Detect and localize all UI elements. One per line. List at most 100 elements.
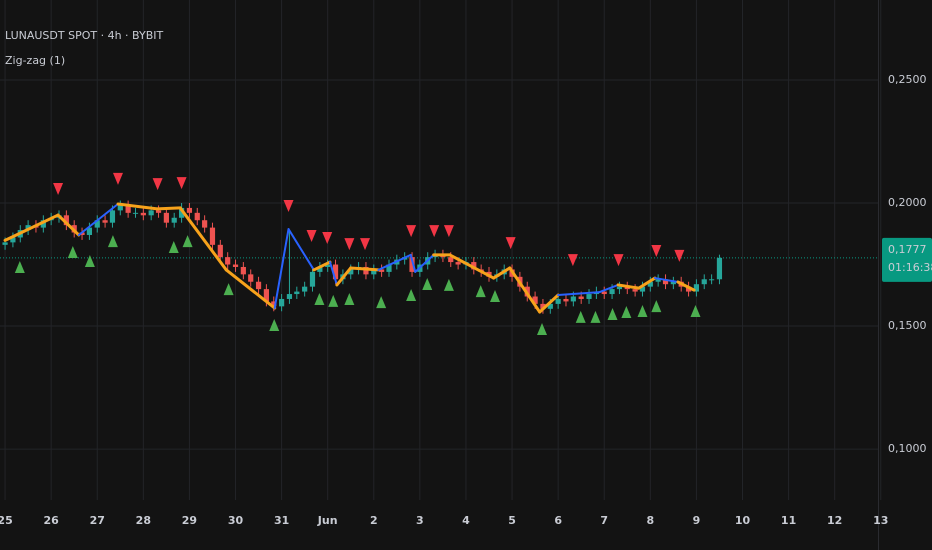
pivot-low-marker [344, 292, 355, 305]
candle-body [662, 279, 669, 285]
pivot-high-marker [505, 237, 516, 250]
candle-body [140, 212, 146, 216]
candle-body [709, 279, 715, 281]
candle-body [532, 296, 538, 304]
x-tick-label: 26 [44, 514, 60, 527]
candle-body [609, 289, 615, 295]
candle-body [647, 281, 653, 287]
pivot-high-marker [283, 199, 294, 212]
candle-body [155, 210, 162, 213]
pivot-high-marker [176, 177, 187, 190]
x-tick-label: 9 [693, 514, 701, 527]
pivot-low-marker [443, 278, 454, 291]
pivot-high-marker [112, 172, 123, 185]
y-tick-label: 0,1500 [888, 319, 927, 332]
pivot-low-marker [376, 296, 387, 309]
zigzag-segment [328, 261, 338, 286]
candle-body [186, 207, 193, 213]
pivot-low-marker [489, 289, 500, 302]
pivot-low-marker [67, 245, 78, 258]
candle-body [225, 257, 231, 265]
pivot-low-marker [590, 310, 601, 323]
pivot-high-marker [674, 249, 685, 262]
x-tick-label: 29 [182, 514, 197, 527]
zigzag-segment [538, 293, 560, 314]
zigzag-segment [178, 206, 228, 272]
candle-body [86, 227, 93, 235]
pivot-low-marker [621, 305, 632, 318]
x-tick-label: 30 [228, 514, 244, 527]
candle-body [448, 257, 454, 263]
zigzag-segment [508, 266, 542, 314]
candle-body [294, 291, 300, 295]
candle-body [148, 210, 154, 216]
last-price-box [882, 237, 932, 282]
x-tick-label: 13 [873, 514, 888, 527]
zigzag-segment [335, 266, 353, 287]
pivot-high-marker [429, 225, 440, 238]
pivot-low-marker [328, 294, 339, 307]
candle-body [263, 289, 269, 302]
candle-body [601, 291, 607, 295]
candle-body [171, 217, 177, 223]
x-tick-label: Jun [317, 514, 338, 527]
zigzag-segment [77, 202, 119, 236]
candle-body [117, 205, 123, 211]
last-price-label: 0,1777 [888, 243, 927, 256]
candle-body [701, 279, 707, 285]
zigzag-segment [349, 266, 380, 272]
pivot-low-marker [690, 305, 701, 318]
zigzag-segment [414, 253, 435, 273]
pivot-high-marker [53, 182, 64, 195]
x-tick-label: 27 [90, 514, 105, 527]
candle-body [578, 296, 584, 299]
candle-body [125, 205, 131, 213]
pivot-high-marker [344, 238, 355, 251]
candle-body [163, 212, 169, 223]
candle-body [670, 281, 676, 285]
zigzag-segment [616, 283, 641, 290]
pivot-low-marker [475, 285, 486, 298]
zigzag-segment [448, 253, 496, 280]
grid [0, 0, 882, 500]
zigzag-segment [287, 228, 315, 271]
pivot-high-marker [322, 231, 333, 244]
pivot-high-marker [360, 238, 371, 251]
x-tick-label: 4 [462, 514, 470, 527]
candle-body [248, 274, 254, 282]
pivot-low-marker [223, 283, 234, 296]
candle-body [94, 220, 100, 228]
x-tick-label: 5 [508, 514, 516, 527]
countdown-label: 01:16:38 [888, 261, 932, 274]
candle-body [279, 298, 285, 307]
x-tick-label: 7 [600, 514, 608, 527]
y-tick-label: 0,2500 [888, 73, 927, 86]
zigzag-segment [409, 253, 417, 273]
x-tick-label: 2 [370, 514, 378, 527]
pivot-low-marker [168, 241, 179, 254]
zigzag-segment [116, 202, 159, 211]
candle-body [693, 284, 700, 292]
pivot-low-marker [14, 260, 25, 273]
candle-body [716, 257, 723, 280]
candle-body [371, 269, 377, 275]
candle-body [409, 257, 415, 272]
candle-body [63, 215, 69, 226]
pivot-low-marker [537, 322, 548, 335]
pivot-low-marker [84, 255, 95, 268]
zigzag-segment [637, 276, 657, 290]
pivot-low-marker [314, 292, 325, 305]
y-tick-label: 0,1000 [888, 442, 927, 455]
candle-body [386, 264, 392, 272]
x-tick-label: 11 [781, 514, 796, 527]
zigzag-segment [273, 228, 290, 310]
x-tick-label: 31 [274, 514, 289, 527]
candle-body [286, 294, 293, 299]
candle-body [639, 286, 646, 292]
candle-body [632, 289, 638, 292]
chart-title: LUNAUSDT SPOT · 4h · BYBIT [5, 29, 164, 42]
pivot-high-marker [306, 229, 317, 242]
pivot-high-marker [443, 225, 454, 238]
zigzag-segment [312, 260, 332, 272]
